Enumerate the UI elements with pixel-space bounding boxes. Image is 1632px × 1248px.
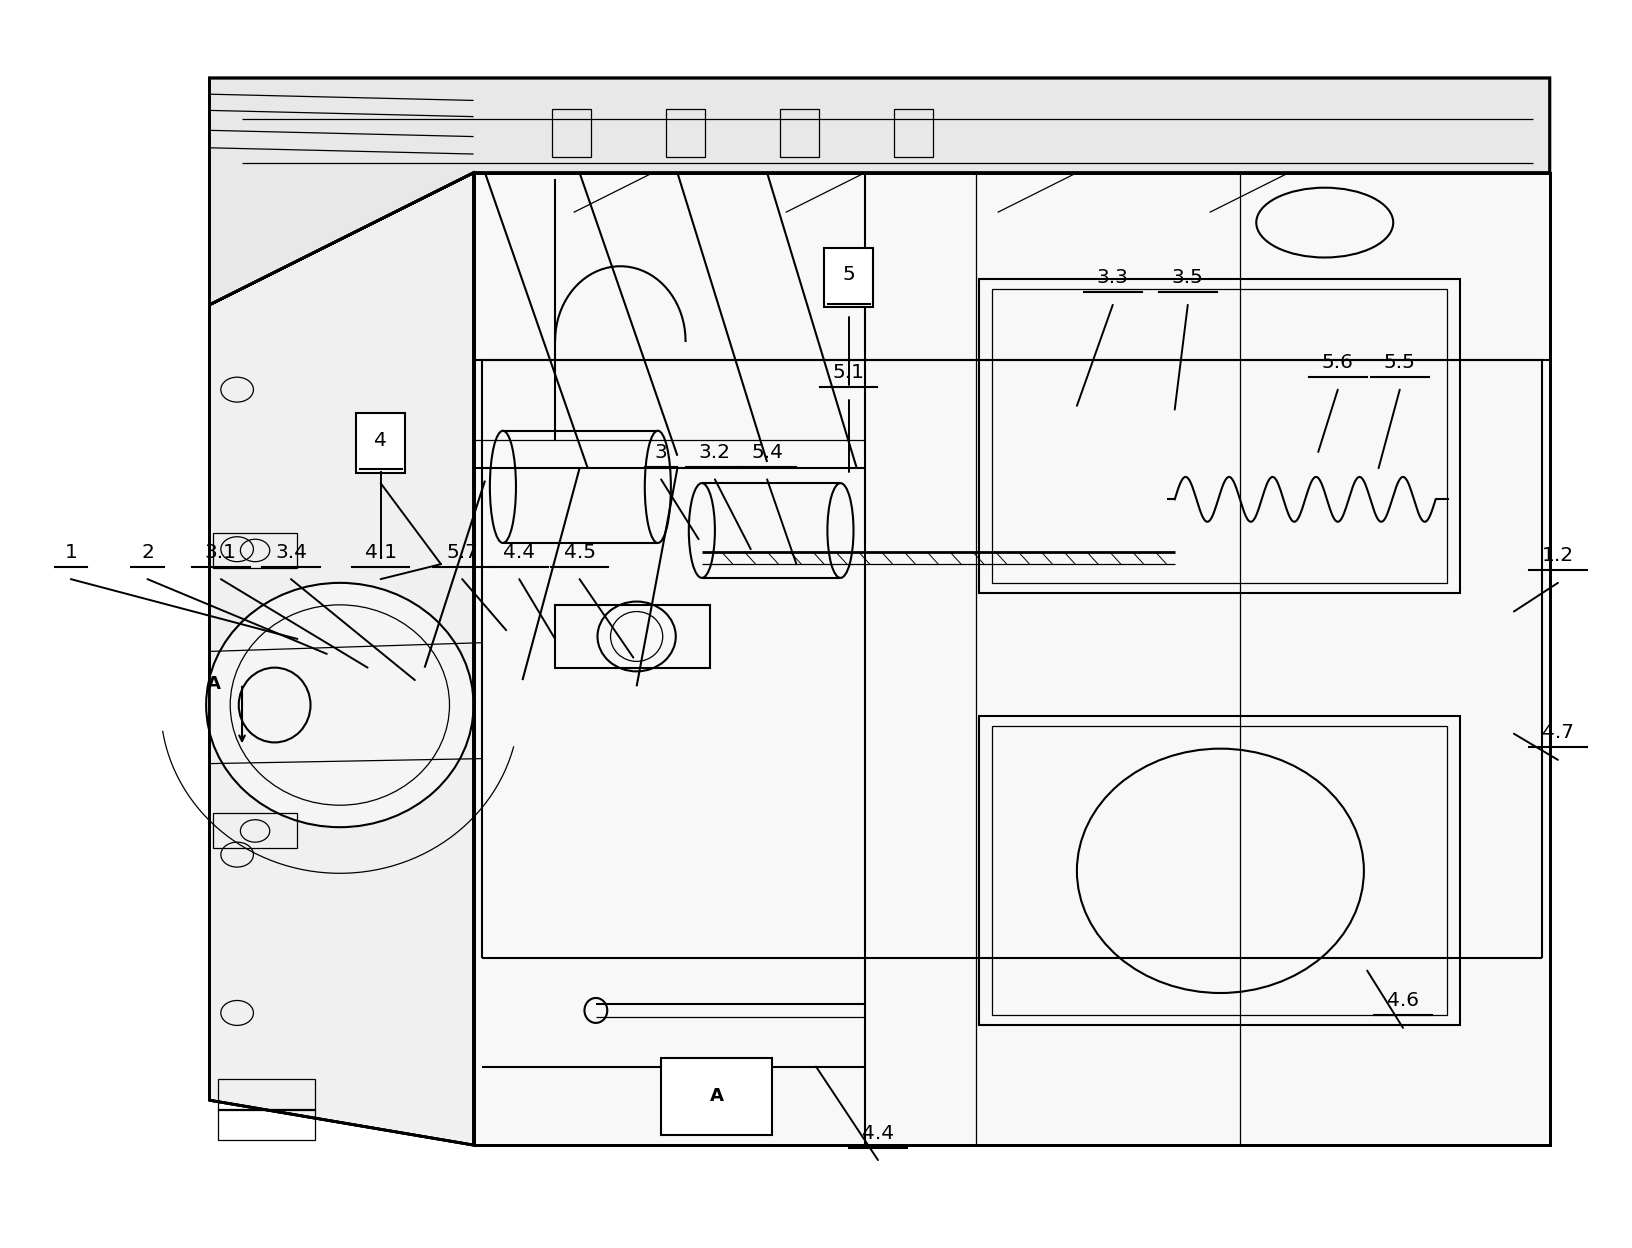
Text: 4.1: 4.1 xyxy=(364,543,397,562)
Text: 1: 1 xyxy=(64,543,77,562)
Text: 2: 2 xyxy=(140,543,153,562)
Text: 1.2: 1.2 xyxy=(1542,547,1573,565)
Polygon shape xyxy=(209,77,1550,305)
Text: A: A xyxy=(207,675,220,693)
Bar xyxy=(992,288,1448,583)
Bar xyxy=(979,716,1461,1026)
Bar xyxy=(894,109,934,156)
Bar xyxy=(212,814,297,849)
Bar xyxy=(780,109,819,156)
Text: 5.6: 5.6 xyxy=(1322,353,1353,372)
Bar xyxy=(666,109,705,156)
Bar xyxy=(824,247,873,307)
Bar xyxy=(217,1080,315,1111)
Text: 5.5: 5.5 xyxy=(1384,353,1415,372)
Text: 3.3: 3.3 xyxy=(1097,268,1129,287)
Ellipse shape xyxy=(206,583,473,827)
Bar xyxy=(555,605,710,668)
Bar xyxy=(552,109,591,156)
Text: 4.7: 4.7 xyxy=(1542,724,1573,743)
Text: 4: 4 xyxy=(374,432,387,451)
Polygon shape xyxy=(473,172,1550,1146)
Text: 3.4: 3.4 xyxy=(274,543,307,562)
Text: 3.5: 3.5 xyxy=(1172,268,1204,287)
Text: 4.6: 4.6 xyxy=(1387,991,1418,1011)
Bar xyxy=(356,413,405,473)
Text: 5.7: 5.7 xyxy=(446,543,478,562)
Bar xyxy=(979,278,1461,593)
Text: 3: 3 xyxy=(654,443,667,462)
Polygon shape xyxy=(209,172,473,1146)
Text: 5.1: 5.1 xyxy=(832,363,865,382)
Bar xyxy=(992,726,1448,1016)
Text: 3.1: 3.1 xyxy=(206,543,237,562)
Text: 5: 5 xyxy=(842,266,855,285)
Text: 3.2: 3.2 xyxy=(698,443,731,462)
Bar xyxy=(217,1109,315,1141)
Text: 4.4: 4.4 xyxy=(862,1123,894,1143)
Text: A: A xyxy=(710,1087,723,1106)
Bar xyxy=(212,533,297,568)
Text: 4.5: 4.5 xyxy=(563,543,596,562)
Text: 4.4: 4.4 xyxy=(503,543,535,562)
Text: 5.4: 5.4 xyxy=(751,443,783,462)
Bar xyxy=(661,1058,772,1136)
